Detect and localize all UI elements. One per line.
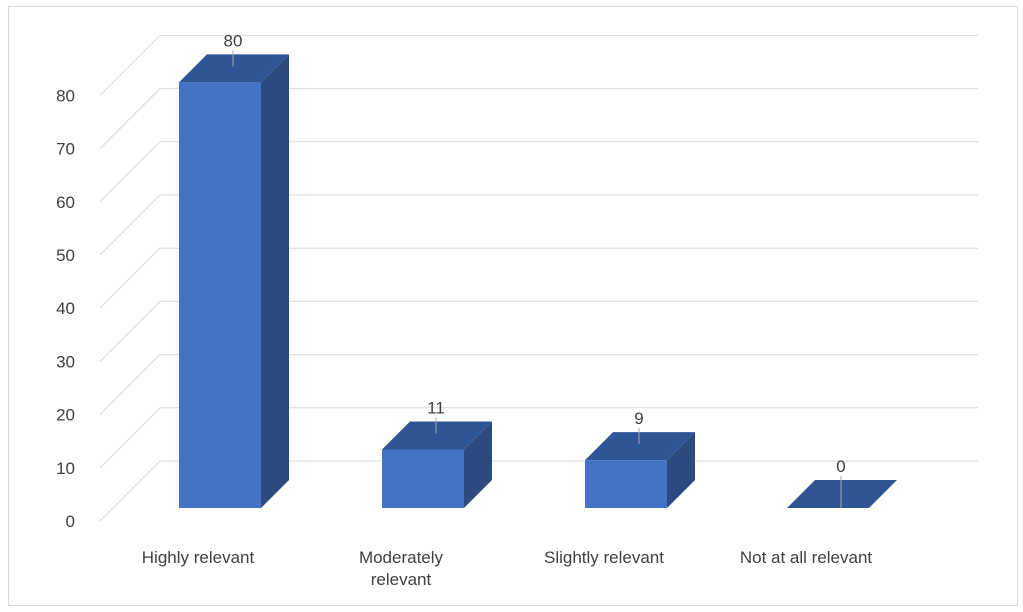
gridline-wall-6 [99,141,161,203]
x-category-label-2: Slightly relevant [544,548,664,567]
bar-1 [382,421,492,508]
x-category-line-1-1: relevant [371,570,432,589]
bar-top-0 [179,54,289,83]
bar-2 [585,432,695,508]
data-label-1: 11 [427,398,445,417]
gridline-wall-5 [99,194,161,256]
x-category-line-1-0: Moderately [359,548,444,567]
gridline-wall-4 [99,247,161,309]
bars [179,54,897,509]
x-axis-categories: Highly relevant Moderately relevant Slightl… [142,548,873,589]
y-tick-label-3: 30 [56,352,75,371]
bar-top-2 [585,432,695,461]
gridline-wall-2 [99,354,161,415]
data-label-2: 9 [634,409,643,428]
y-tick-label-6: 60 [56,193,75,212]
bar-0 [179,54,289,509]
y-tick-label-0: 0 [66,512,75,531]
y-tick-label-1: 10 [56,459,75,478]
bar-front-1 [382,449,464,508]
gridlines [99,34,978,522]
y-tick-label-8: 80 [56,86,75,105]
x-category-line-3-0: Not at all relevant [740,548,873,567]
x-category-label-3: Not at all relevant [740,548,873,567]
x-category-line-2-0: Slightly relevant [544,548,664,567]
x-category-label-0: Highly relevant [142,548,255,567]
data-label-0: 80 [224,31,243,50]
bar-top-1 [382,421,492,450]
bar-top-3 [787,480,897,508]
bar-front-0 [179,82,261,509]
y-tick-label-7: 70 [56,140,75,159]
gridline-wall-1 [99,407,161,469]
x-category-label-1: Moderately relevant [359,548,444,589]
bar-side-2 [667,432,695,508]
gridline-wall-0 [99,460,161,522]
x-category-line-0-0: Highly relevant [142,548,255,567]
gridline-wall-3 [99,301,161,362]
y-tick-label-5: 50 [56,246,75,265]
data-label-3: 0 [836,457,845,476]
bar-3 [787,480,897,508]
y-axis-ticks: 0 10 20 30 40 50 60 70 80 [56,86,75,531]
y-tick-label-2: 20 [56,406,75,425]
y-tick-label-4: 40 [56,299,75,318]
gridline-wall-7 [99,88,161,149]
gridline-wall-8 [99,35,161,96]
bar-side-0 [261,54,289,509]
bar-front-2 [585,460,667,508]
bar-side-1 [464,421,492,508]
data-labels: 80 11 9 0 [224,31,846,508]
